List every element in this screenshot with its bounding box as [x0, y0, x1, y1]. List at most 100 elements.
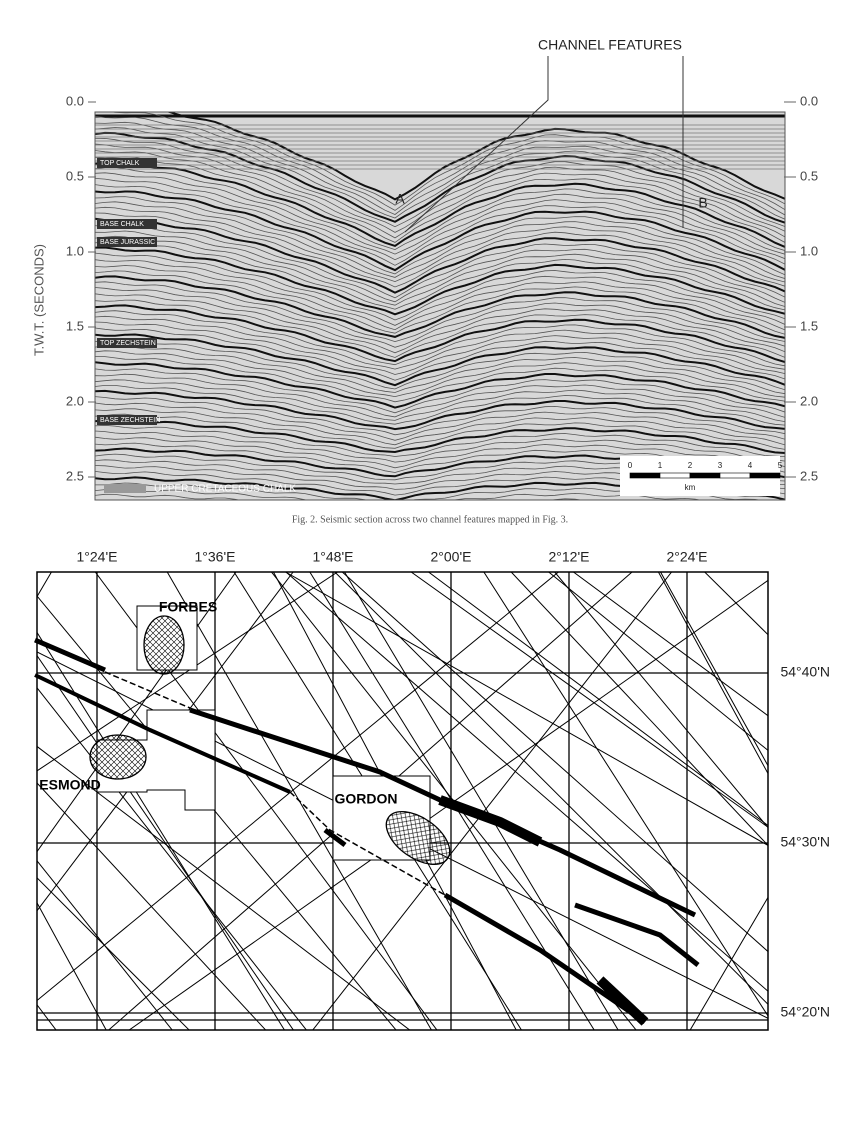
marker: B	[698, 195, 707, 211]
reflector	[95, 488, 702, 500]
y-tick-label: 2.5	[66, 468, 84, 483]
reflector	[95, 241, 785, 311]
reflector	[95, 235, 785, 307]
y-tick-label: 0.5	[800, 168, 818, 183]
y-tick-label: 1.5	[800, 318, 818, 333]
reflector	[95, 287, 785, 348]
y-tick-label: 0.0	[66, 93, 84, 108]
reflector	[95, 333, 785, 387]
reflector	[95, 339, 785, 391]
reflector	[95, 413, 785, 450]
scale-label: 0	[628, 461, 633, 470]
reflector	[95, 184, 785, 266]
legend-swatch	[104, 484, 146, 493]
scale-label: 2	[688, 461, 693, 470]
reflector	[95, 217, 785, 294]
y-tick-label: 2.0	[800, 393, 818, 408]
survey-line	[780, 572, 860, 1032]
horizon-label: TOP ZECHSTEIN	[100, 340, 156, 347]
longitude-label: 2°24'E	[667, 549, 708, 565]
reflector	[95, 270, 785, 335]
horizon-tag	[97, 219, 157, 229]
reflector	[95, 402, 785, 441]
reflector	[95, 408, 785, 446]
reflector	[95, 350, 785, 398]
reflector	[95, 190, 785, 272]
scale-label: 3	[718, 461, 723, 470]
survey-line	[37, 572, 559, 1002]
reflector	[95, 230, 785, 303]
seismic-frame	[94, 111, 786, 501]
survey-line	[341, 572, 768, 953]
field-outlines	[89, 615, 451, 866]
reflector	[95, 196, 785, 276]
reflector	[95, 259, 785, 326]
survey-line	[410, 572, 768, 828]
reflector	[95, 201, 785, 279]
reflector	[95, 321, 785, 375]
longitude-label: 2°00'E	[431, 549, 472, 565]
legend-text: UPPER CRETACEOUS CHALK	[154, 484, 296, 495]
survey-line	[37, 572, 338, 772]
scale-unit: km	[685, 483, 696, 492]
survey-line	[37, 572, 294, 912]
survey-line	[37, 782, 267, 1030]
field-label: FORBES	[159, 599, 217, 615]
y-tick-label: 2.5	[800, 468, 818, 483]
reflector	[95, 178, 785, 261]
reflector	[95, 265, 785, 331]
latitude-label: 54°30'N	[780, 834, 830, 850]
reflector	[95, 166, 785, 251]
reflector	[95, 150, 785, 239]
scale-segment	[659, 472, 691, 479]
reflector	[95, 131, 785, 224]
y-tick-label: 2.0	[66, 393, 84, 408]
survey-line	[312, 572, 672, 1030]
scale-label: 1	[658, 461, 663, 470]
reflector	[95, 275, 785, 339]
reflector	[95, 161, 785, 248]
reflector	[95, 368, 785, 414]
scale-segment	[749, 472, 781, 479]
annotation: CHANNEL FEATURES	[538, 37, 682, 53]
scale-segment	[719, 472, 751, 479]
caption: Fig. 2. Seismic section across two chann…	[292, 514, 568, 525]
survey-line	[548, 572, 768, 752]
survey-line	[285, 572, 768, 847]
survey-line	[0, 572, 8, 1032]
reflector	[95, 281, 785, 343]
marker: A	[395, 191, 405, 207]
reflector	[95, 121, 785, 216]
survey-line	[510, 572, 768, 847]
survey-line	[37, 631, 286, 1030]
reflector	[95, 356, 785, 403]
reflector	[95, 493, 629, 500]
horizon-label: BASE CHALK	[100, 221, 144, 228]
reflector	[95, 430, 785, 463]
reflector	[95, 172, 785, 255]
survey-line	[334, 572, 768, 1005]
seismic-reflectors	[95, 112, 785, 500]
survey-line	[0, 572, 6, 1032]
reflector	[95, 304, 785, 364]
reflector	[95, 206, 785, 283]
reflector	[95, 252, 785, 321]
survey-line	[689, 896, 768, 1030]
horizon-label: BASE ZECHSTEIN	[100, 417, 160, 424]
survey-line	[660, 572, 768, 767]
field-label: ESMOND	[39, 777, 100, 793]
latitude-label: 54°40'N	[780, 664, 830, 680]
survey-line	[37, 859, 173, 1030]
survey-line	[554, 572, 768, 829]
y-tick-label: 1.0	[800, 243, 818, 258]
reflector	[95, 361, 785, 409]
survey-line	[285, 572, 768, 992]
scale-segment	[629, 472, 661, 479]
reflector	[95, 212, 785, 288]
latitude-label: 54°20'N	[780, 1004, 830, 1020]
reflector	[95, 373, 785, 418]
longitude-label: 1°48'E	[313, 549, 354, 565]
reflector	[95, 299, 785, 358]
reflector	[95, 143, 785, 233]
